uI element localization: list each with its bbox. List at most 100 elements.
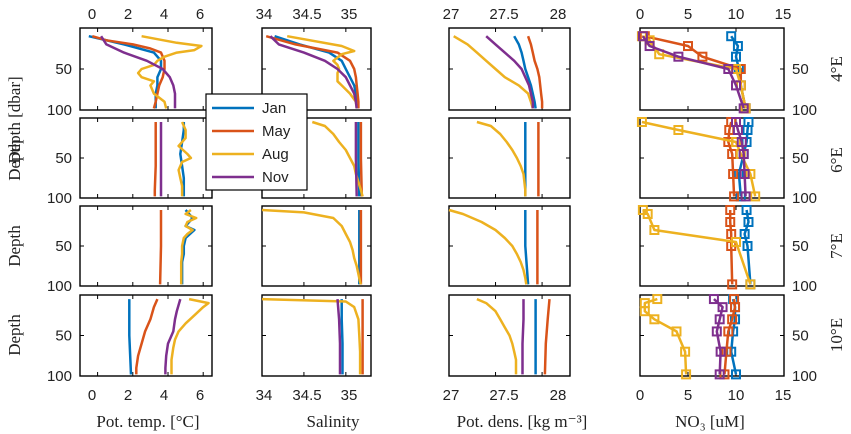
bottom-tick-dens-27: 27 <box>443 387 460 404</box>
bottom-tick-dens-275: 27.5 <box>489 387 518 404</box>
series-line-may-r4-temp <box>135 298 159 375</box>
series-line-may-r2-temp <box>153 122 157 197</box>
legend: Jan May Aug Nov <box>205 93 308 191</box>
panel-r3-sal <box>261 205 372 287</box>
top-tick-sal-34: 34 <box>256 6 273 23</box>
series-line-nov-r1-sal <box>269 35 358 109</box>
y-tick-label-left: 100 <box>47 278 72 295</box>
data-marker-may <box>727 279 738 290</box>
top-tick-labels: 0 2 4 6 34 34.5 35 27 27.5 28 0 5 10 15 <box>88 6 792 23</box>
panel-frame <box>448 205 571 287</box>
y-tick-label-left: 50 <box>55 238 72 255</box>
y-tick-label-right: 50 <box>792 150 809 167</box>
top-tick-sal-345: 34.5 <box>292 6 321 23</box>
panel-r1-temp <box>79 27 213 111</box>
data-marker-jan <box>733 169 744 179</box>
data-marker-aug <box>642 209 653 219</box>
bottom-tick-sal-34: 34 <box>256 387 273 404</box>
y-tick-label-right: 100 <box>792 368 817 385</box>
series-line-may-r1-dens <box>526 35 544 109</box>
top-tick-dens-27: 27 <box>443 6 460 23</box>
data-marker-aug <box>671 326 682 337</box>
data-marker-jan <box>731 51 741 62</box>
data-marker-nov <box>731 80 741 91</box>
data-marker-may <box>728 169 739 179</box>
legend-label-nov: Nov <box>262 169 289 186</box>
data-marker-may <box>729 191 740 202</box>
bottom-tick-sal-345: 34.5 <box>292 387 321 404</box>
panel-r3-dens <box>448 205 571 287</box>
series-line-aug-r1-dens <box>453 35 535 109</box>
series-line-aug-r3-temp <box>179 209 198 285</box>
data-marker-nov <box>714 369 725 380</box>
series-line-aug-r1-temp <box>136 34 203 109</box>
y-tick-label-left: 100 <box>47 190 72 207</box>
series-line-jan-r1-temp <box>88 34 163 109</box>
data-marker-aug <box>649 314 660 325</box>
y-tick-label-left: 100 <box>47 102 72 119</box>
data-marker-aug <box>649 225 660 235</box>
data-marker-nov <box>714 314 725 325</box>
ylabel-row1-depth-dbar: Depth [dbar] <box>5 76 24 163</box>
data-marker-nov <box>738 149 749 159</box>
data-marker-nov <box>644 41 655 52</box>
data-marker-may <box>683 41 693 52</box>
y-tick-label-right: 100 <box>792 102 817 119</box>
data-marker-aug <box>745 279 756 290</box>
series-line-aug-r4-no3 <box>643 297 688 375</box>
data-marker-may <box>721 346 732 357</box>
data-marker-aug <box>639 306 650 317</box>
bottom-tick-no3-15: 15 <box>775 387 792 404</box>
panel-frame <box>448 117 571 199</box>
data-marker-may <box>727 314 738 325</box>
data-marker-aug <box>731 237 741 247</box>
data-marker-jan <box>726 31 737 42</box>
xlabel-no3: NO₃ [uM] <box>675 412 745 431</box>
data-marker-nov <box>738 103 749 114</box>
y-tick-label-right: 50 <box>792 328 809 345</box>
data-marker-jan <box>732 41 743 52</box>
series-line-aug-r4-dens <box>476 297 518 375</box>
bottom-tick-no3-0: 0 <box>636 387 644 404</box>
series-line-may-r4-dens <box>543 298 551 375</box>
top-tick-temp-4: 4 <box>160 6 168 23</box>
station-label-7e: 7°E <box>827 233 846 259</box>
bottom-tick-no3-5: 5 <box>684 387 692 404</box>
data-marker-aug <box>673 125 684 135</box>
series-line-nov-r2-sal <box>354 122 358 197</box>
top-tick-sal-35: 35 <box>341 6 358 23</box>
bottom-tick-sal-35: 35 <box>341 387 358 404</box>
y-tick-label-left: 50 <box>55 328 72 345</box>
series-line-aug-r2-sal <box>311 120 364 197</box>
legend-box <box>205 93 308 191</box>
y-tick-label-left: 50 <box>55 150 72 167</box>
top-tick-no3-5: 5 <box>684 6 692 23</box>
data-marker-aug <box>731 137 741 147</box>
data-marker-nov <box>740 191 751 202</box>
data-marker-may <box>697 51 708 62</box>
data-marker-nov <box>732 125 743 135</box>
series-line-aug-r3-dens <box>448 208 528 285</box>
bottom-tick-temp-2: 2 <box>124 387 132 404</box>
top-tick-no3-15: 15 <box>775 6 792 23</box>
series-line-jan-r3-dens <box>524 210 530 285</box>
panel-r4-dens <box>448 294 571 377</box>
series-line-nov-r1-dens <box>485 35 535 109</box>
series-line-aug-r2-dens <box>476 120 527 197</box>
series-line-jan-r1-dens <box>513 35 537 109</box>
panel-grid: 50 50 100 100 50 50 100 100 50 50 100 100 50 50 100 100 <box>47 27 817 385</box>
panel-frame <box>79 294 213 377</box>
top-tick-temp-2: 2 <box>124 6 132 23</box>
panel-r3-no3 <box>639 205 785 287</box>
series-line-nov-r4-temp <box>164 298 182 375</box>
top-tick-no3-0: 0 <box>636 6 644 23</box>
station-label-6e: 6°E <box>827 147 846 173</box>
bottom-tick-temp-6: 6 <box>196 387 204 404</box>
bottom-tick-temp-0: 0 <box>88 387 96 404</box>
y-tick-label-right: 50 <box>792 238 809 255</box>
data-marker-may <box>723 326 734 337</box>
station-label-4e: 4°E <box>827 56 846 82</box>
series-line-nov-r1-temp <box>100 35 177 109</box>
data-marker-aug <box>636 117 647 127</box>
panel-frame <box>261 205 372 287</box>
